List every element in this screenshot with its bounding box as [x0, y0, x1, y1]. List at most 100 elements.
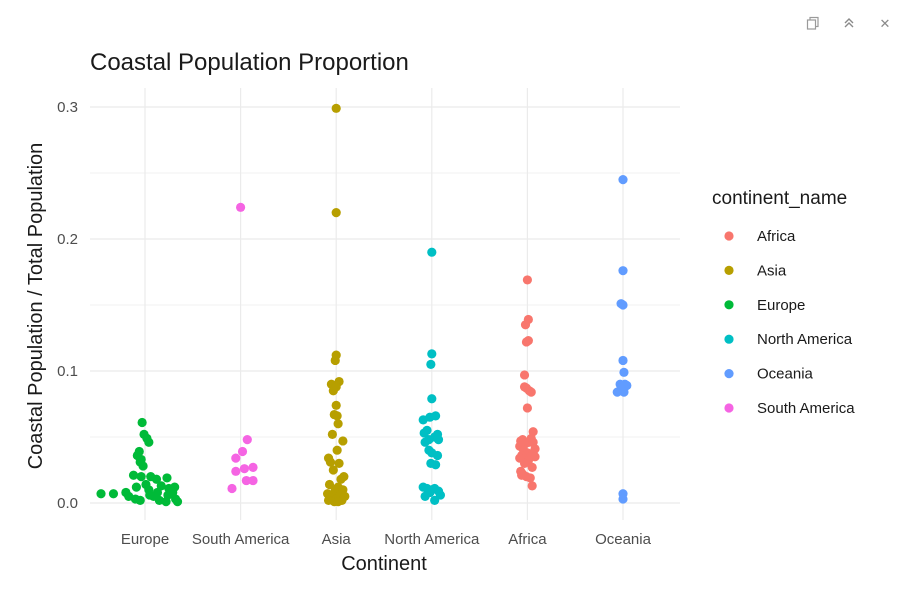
chart-title: Coastal Population Proportion [90, 49, 409, 76]
data-point [144, 437, 154, 447]
data-point [332, 445, 342, 455]
data-point [333, 497, 343, 507]
data-point [419, 428, 429, 438]
data-point [526, 387, 536, 397]
x-tick-label: Asia [322, 531, 352, 548]
legend-key [724, 334, 734, 344]
x-axis-title: Continent [341, 553, 427, 575]
data-point [527, 481, 537, 491]
data-point [333, 419, 343, 429]
data-point [136, 472, 146, 482]
data-point [231, 453, 241, 463]
data-point [618, 266, 628, 276]
x-tick-label: Europe [121, 531, 169, 548]
x-tick-label: Africa [508, 531, 547, 548]
data-points [96, 103, 632, 507]
data-point [131, 482, 141, 492]
grid [90, 88, 680, 520]
data-point [519, 370, 530, 380]
data-point [517, 470, 527, 480]
data-point [237, 446, 248, 457]
data-point [138, 461, 148, 471]
legend-label: North America [757, 331, 853, 348]
data-point [522, 275, 533, 285]
data-point [151, 474, 162, 484]
data-point [612, 387, 622, 397]
data-point [431, 460, 441, 470]
y-tick-label: 0.3 [57, 99, 78, 116]
data-point [325, 457, 336, 467]
data-point [242, 435, 252, 445]
data-point [331, 103, 341, 113]
y-tick-label: 0.1 [57, 363, 78, 380]
data-point [231, 466, 241, 476]
data-point [161, 497, 171, 507]
data-point [172, 497, 183, 507]
data-point [520, 320, 531, 330]
legend-key [724, 403, 734, 413]
window-toolbar: ✕ [804, 14, 894, 32]
data-point [420, 491, 430, 501]
data-point [162, 473, 172, 483]
data-point [96, 489, 106, 499]
data-point [432, 450, 443, 461]
data-point [236, 202, 246, 212]
close-icon[interactable]: ✕ [879, 15, 891, 31]
data-point [328, 465, 338, 475]
x-tick-label: South America [192, 531, 290, 548]
data-point [431, 411, 441, 421]
data-point [427, 247, 437, 257]
data-point [108, 489, 119, 499]
data-point [420, 437, 430, 447]
legend-key [724, 369, 734, 379]
data-point [332, 411, 342, 421]
legend-key [724, 300, 734, 310]
data-point [618, 494, 628, 504]
legend-key [724, 265, 734, 275]
data-point [248, 475, 258, 486]
legend-label: Asia [757, 262, 787, 279]
data-point [239, 464, 250, 474]
data-point [330, 355, 340, 366]
legend-label: Africa [757, 228, 796, 245]
legend-label: Oceania [757, 366, 814, 383]
data-point [328, 386, 338, 396]
y-axis-title: Coastal Population / Total Population [25, 143, 47, 470]
data-point [618, 300, 628, 310]
x-tick-label: North America [384, 531, 480, 548]
data-point [527, 462, 537, 472]
data-point [331, 208, 341, 218]
data-point [618, 175, 628, 185]
data-point [426, 359, 436, 369]
legend-label: South America [757, 400, 855, 417]
data-point [135, 495, 145, 505]
legend-key [724, 231, 734, 241]
collapse-icon[interactable] [840, 14, 858, 32]
y-tick-label: 0.2 [57, 231, 78, 248]
data-point [522, 403, 533, 413]
copy-icon[interactable] [804, 14, 822, 32]
data-point [331, 400, 341, 410]
legend: continent_name Africa Asia Europe North Ame… [712, 188, 855, 417]
data-point [128, 470, 139, 480]
data-point [433, 435, 444, 445]
data-point [137, 417, 147, 428]
legend-label: Europe [757, 297, 805, 314]
data-point [519, 458, 530, 468]
data-point [427, 349, 437, 359]
data-point [248, 462, 258, 472]
data-point [241, 475, 251, 486]
data-point [227, 483, 237, 494]
data-point [619, 387, 629, 397]
data-point [338, 436, 348, 446]
data-point [430, 495, 440, 505]
data-point [618, 355, 628, 366]
data-point [530, 452, 540, 462]
data-point [521, 337, 532, 347]
legend-title: continent_name [712, 188, 847, 209]
data-point [525, 473, 535, 483]
data-point [327, 429, 337, 439]
x-tick-label: Oceania [595, 531, 652, 548]
data-point [334, 458, 344, 468]
